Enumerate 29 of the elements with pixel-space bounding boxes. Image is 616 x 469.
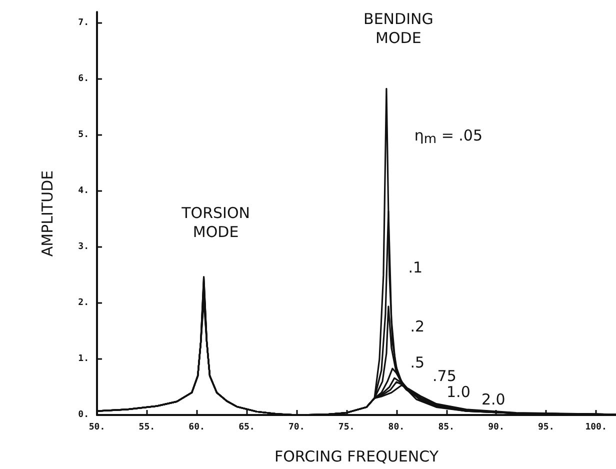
annotation: TORSION MODE: [180, 204, 250, 242]
x-tick-label: 50.: [88, 422, 106, 432]
x-tick-label: 100.: [585, 422, 607, 432]
series-label: .1: [408, 258, 423, 276]
x-tick-label: 90.: [488, 422, 504, 432]
x-tick-label: 75.: [338, 422, 355, 432]
x-tick-label: 60.: [188, 422, 205, 432]
x-tick-label: 65.: [238, 422, 255, 432]
y-tick-label: 6.: [78, 74, 89, 84]
y-tick-label: 5.: [78, 130, 89, 140]
y-tick-label: 2.: [78, 298, 89, 308]
y-tick-label: 3.: [78, 242, 89, 252]
y-tick-label: 1.: [78, 354, 89, 364]
y-tick-label: 4.: [78, 186, 89, 196]
x-tick-label: 55.: [138, 422, 156, 432]
series-label: .2: [410, 317, 425, 336]
x-axis-title: FORCING FREQUENCY: [274, 448, 440, 466]
y-axis-title: AMPLITUDE: [38, 170, 56, 257]
x-tick-label: 80.: [388, 422, 405, 432]
x-tick-label: 95.: [538, 422, 554, 432]
x-tick-label: 85.: [438, 422, 454, 432]
x-tick-label: 70.: [288, 422, 305, 432]
y-tick-label: 0.: [78, 410, 89, 420]
y-tick-label: 7.: [78, 18, 89, 28]
series-label: 1.0: [446, 382, 470, 401]
series-label: .75: [432, 367, 456, 386]
series-label: 2.0: [481, 390, 506, 408]
annotation: BENDING MODE: [364, 10, 434, 48]
series-label: .5: [410, 354, 425, 372]
